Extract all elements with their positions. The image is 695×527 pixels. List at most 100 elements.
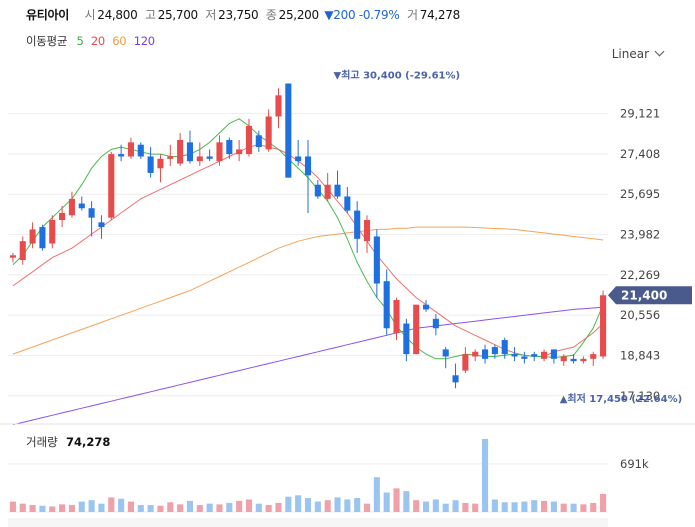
- volume-bar: [68, 505, 75, 512]
- volume-bar: [147, 505, 154, 512]
- candle-body: [68, 198, 75, 216]
- bottom-strip: [8, 518, 608, 527]
- candle-body: [39, 227, 46, 249]
- volume-bar: [373, 477, 380, 512]
- volume-bars: [8, 438, 608, 527]
- volume-bar: [314, 501, 321, 512]
- candle-body: [167, 156, 174, 159]
- candle-body: [403, 323, 410, 355]
- candle-body: [363, 220, 371, 242]
- current-price-tag: 21,400: [608, 286, 692, 305]
- open-label: 시: [84, 8, 96, 22]
- candle-body: [442, 349, 449, 357]
- volume-panel: 거래량 74,278 691k: [0, 426, 695, 527]
- volume-bar: [511, 502, 518, 512]
- ma-20-label: 20: [90, 34, 105, 48]
- y-tick-label: 23,982: [620, 228, 660, 242]
- candle-body: [472, 351, 479, 357]
- volume-bar: [275, 502, 282, 512]
- volume-bar: [29, 505, 36, 512]
- volume-bar: [19, 503, 26, 512]
- candle-body: [108, 154, 115, 218]
- candle-body: [137, 144, 144, 157]
- candle-body: [9, 255, 16, 258]
- candle-body: [314, 184, 321, 197]
- y-tick-label: 25,695: [620, 187, 660, 201]
- candle-body: [78, 203, 85, 209]
- volume-bar: [550, 501, 557, 512]
- price-axis: 29,121 27,408 25,695 23,982 22,269 20,556 18,8…: [620, 107, 660, 403]
- candle-body: [393, 300, 400, 333]
- candle-body: [422, 304, 430, 310]
- y-tick-label: 27,408: [620, 147, 660, 161]
- volume-bar: [206, 503, 213, 512]
- volume-panel-label: 거래량: [26, 435, 58, 449]
- volume-bar: [590, 502, 597, 512]
- volume-bar: [541, 500, 548, 512]
- volume-bar: [501, 502, 508, 512]
- volume-bar: [580, 504, 587, 512]
- candle-body: [127, 142, 134, 157]
- y-tick-label: 17,130: [620, 389, 660, 403]
- volume-bar: [137, 505, 144, 512]
- candle-body: [373, 236, 380, 284]
- stock-header: 유티아이 시 24,800 고 25,700 저 23,750 종 25,200 ▼20…: [0, 0, 695, 60]
- ma-legend[interactable]: 이동평균 5 20 60 120: [26, 33, 159, 49]
- volume-tick-label: 691k: [620, 457, 649, 471]
- volume-bar: [393, 488, 400, 512]
- candle-body: [383, 281, 390, 329]
- volume-bar: [521, 501, 528, 512]
- volume-panel-value: 74,278: [66, 435, 110, 449]
- volume-bar: [403, 491, 410, 512]
- candle-body: [334, 184, 341, 197]
- candle-body: [206, 156, 213, 159]
- volume-bar: [49, 506, 56, 512]
- candle-body: [324, 184, 331, 199]
- candle-body: [354, 210, 361, 239]
- candle-body: [186, 142, 194, 162]
- volume-bar: [285, 496, 292, 512]
- candle-body: [177, 140, 184, 164]
- volume-bar: [88, 500, 95, 512]
- scale-value: Linear: [611, 47, 649, 61]
- volume-bar: [255, 503, 262, 512]
- candle-body: [265, 116, 272, 150]
- candle-body: [550, 349, 557, 359]
- candle-body: [245, 125, 253, 155]
- candle-body: [462, 354, 469, 371]
- volume-bar: [186, 500, 194, 512]
- candle-body: [29, 229, 36, 244]
- candle-body: [226, 140, 233, 155]
- ma-legend-title: 이동평균: [26, 34, 68, 48]
- candle-body: [452, 375, 459, 383]
- volume-bar: [344, 499, 351, 512]
- candle-body: [600, 295, 607, 357]
- change-value: ▼200 -0.79%: [324, 8, 400, 22]
- volume-bar: [600, 493, 607, 512]
- scale-dropdown[interactable]: Linear: [611, 46, 665, 61]
- extreme-annotations: ▼최고 30,400 (-29.61%) ▲최저 17,450 (22.64%): [334, 69, 683, 406]
- candle-body: [295, 156, 302, 162]
- volume-bar: [78, 501, 85, 512]
- close-label: 종: [265, 8, 277, 22]
- volume-bar: [462, 502, 469, 512]
- y-tick-label: 29,121: [620, 107, 660, 121]
- candle-body: [344, 196, 351, 211]
- volume-bar: [442, 503, 449, 512]
- volume-bar: [157, 505, 164, 512]
- y-tick-label: 22,269: [620, 268, 660, 282]
- candle-body: [98, 222, 105, 228]
- volume-bar: [422, 501, 430, 512]
- candle-body: [216, 142, 223, 162]
- candle-body: [49, 220, 56, 244]
- high-value: 25,700: [157, 8, 199, 22]
- volume-label: 거: [406, 8, 418, 22]
- volume-bar: [98, 503, 105, 512]
- candle-body: [147, 156, 154, 173]
- candle-body: [521, 356, 528, 359]
- volume-bar: [304, 498, 312, 512]
- candle-body: [541, 351, 548, 359]
- candle-body: [88, 208, 95, 218]
- volume-bar: [108, 497, 115, 512]
